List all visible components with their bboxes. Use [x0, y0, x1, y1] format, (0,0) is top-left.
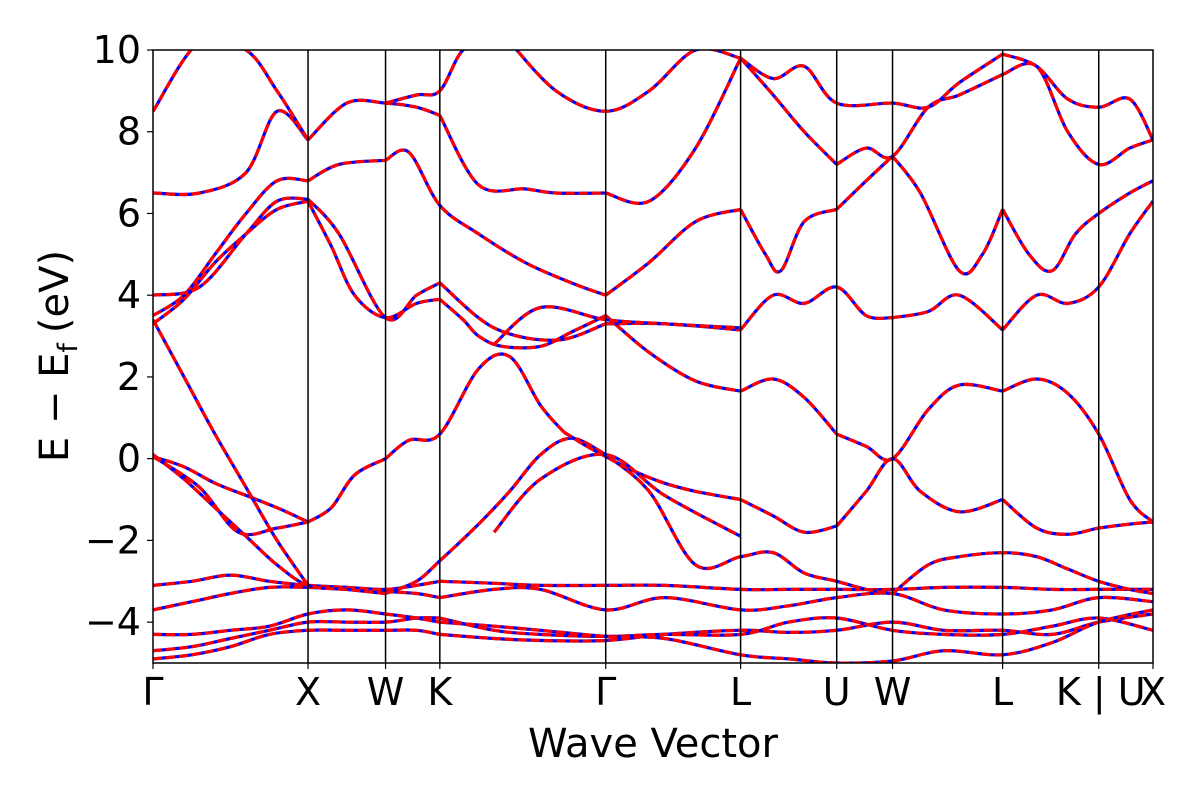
band-line-model-7 — [439, 585, 1153, 616]
x-tick-label-10: X — [1140, 670, 1166, 714]
band-line-model-3 — [439, 616, 1153, 638]
band-line-reference-21 — [153, 455, 309, 537]
band-line-model-33 — [384, 148, 607, 297]
band-line-model-24 — [153, 199, 309, 326]
band-line-model-34 — [604, 207, 742, 297]
y-axis-label: E − Ef (eV) — [32, 250, 84, 462]
x-tick-label-1: X — [295, 670, 321, 714]
band-line-model-35 — [739, 207, 838, 274]
x-tick-label-3: K — [427, 670, 453, 714]
band-line-model-52 — [835, 73, 1004, 166]
band-line-model-18 — [739, 498, 838, 535]
band-line-model-39 — [153, 196, 309, 297]
band-line-model-19 — [835, 457, 1004, 528]
band-line-model-1 — [439, 612, 1153, 643]
plot-frame — [152, 49, 1154, 664]
band-line-model-9 — [439, 579, 1153, 592]
y-tick-label-7: 10 — [93, 28, 141, 72]
band-line-model-28 — [739, 377, 838, 436]
band-line-model-12 — [604, 453, 893, 596]
band-line-model-54 — [153, 50, 310, 141]
band-line-model-15 — [307, 457, 387, 524]
band-line-model-32 — [307, 158, 386, 183]
high-symmetry-lines — [307, 50, 1100, 663]
y-axis-label-main: E − E — [32, 353, 78, 463]
band-line-model-23 — [153, 318, 310, 587]
y-axis-ticks: −4 −2 0 2 4 6 8 10 — [85, 28, 153, 644]
x-tick-label-2: W — [367, 670, 405, 714]
band-line-model-40 — [306, 198, 441, 322]
band-line-model-20 — [1001, 498, 1153, 536]
y-tick-label-3: 2 — [117, 355, 141, 399]
band-line-reference-50 — [605, 57, 743, 205]
band-line-model-43 — [739, 285, 893, 331]
y-tick-label-4: 4 — [117, 273, 141, 317]
x-axis-label: Wave Vector — [528, 721, 779, 767]
y-tick-label-5: 6 — [117, 191, 141, 235]
x-tick-label-8: L — [992, 670, 1013, 714]
x-tick-label-9: K | U — [1056, 670, 1146, 715]
band-line-model-44 — [892, 293, 1004, 332]
band-line-model-46 — [493, 305, 741, 346]
band-line-model-30 — [1001, 377, 1153, 524]
x-tick-label-7: W — [874, 670, 912, 714]
band-line-model-14 — [153, 455, 309, 524]
band-line-model-57 — [1002, 52, 1153, 141]
band-line-model-45 — [1001, 200, 1153, 332]
y-axis-label-subscript: f — [53, 342, 84, 353]
band-line-model-49 — [438, 114, 606, 195]
band-line-model-16 — [384, 352, 566, 460]
x-tick-label-6: U — [823, 670, 851, 714]
y-tick-label-1: −2 — [85, 518, 141, 562]
x-tick-label-4: Γ — [595, 670, 616, 714]
band-line-model-56 — [739, 52, 1004, 110]
band-line-model-26 — [438, 298, 607, 350]
band-line-model-5 — [439, 608, 1153, 663]
band-line-reference-11 — [385, 436, 607, 595]
band-line-model-29 — [836, 382, 1003, 462]
y-tick-label-0: −4 — [85, 600, 141, 644]
band-line-model-37 — [891, 155, 1005, 276]
band-line-model-31 — [153, 176, 309, 317]
band-line-model-25 — [306, 200, 441, 320]
y-tick-label-6: 8 — [117, 110, 141, 154]
band-line-model-41 — [438, 281, 607, 342]
band-line-model-27 — [604, 314, 741, 393]
x-tick-label-5: L — [730, 670, 751, 714]
y-tick-label-2: 0 — [117, 437, 141, 481]
band-line-model-13 — [891, 551, 1153, 596]
band-line-model-55 — [514, 50, 742, 113]
band-line-model-47 — [153, 109, 310, 197]
x-tick-label-0: Γ — [142, 670, 163, 714]
y-axis-label-unit: (eV) — [32, 250, 78, 333]
band-line-model-10 — [153, 453, 386, 596]
band-line-model-36 — [835, 155, 894, 211]
band-line-model-38 — [1001, 179, 1153, 273]
band-line-model-51 — [739, 57, 838, 166]
